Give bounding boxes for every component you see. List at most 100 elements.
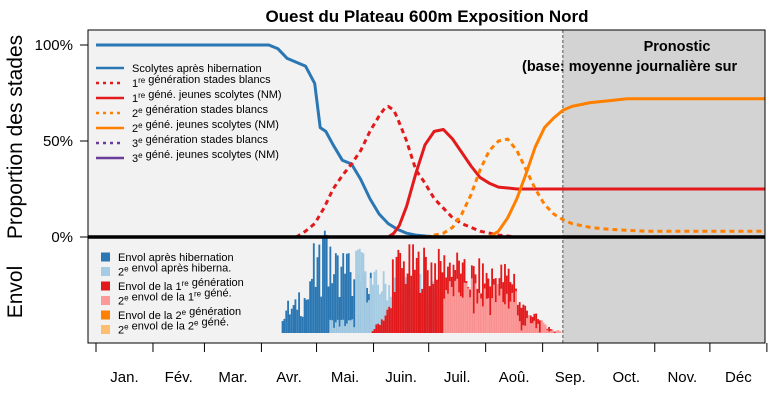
bar-hibernation [301, 316, 304, 333]
legend-label: 1re génération stades blancs [132, 74, 271, 90]
bar-generation-1-2 [485, 298, 488, 333]
bar-generation-1-2 [450, 287, 453, 333]
bar-hibernation [325, 234, 328, 333]
bar-hibernation [331, 283, 334, 333]
bar-generation-1 [481, 263, 484, 333]
y-axis-label-top: Proportion des stades [4, 35, 27, 239]
bar-hibernation [314, 286, 317, 333]
bar-hibernation-2 [379, 294, 381, 333]
bar-generation-1-2 [459, 296, 462, 333]
bar-hibernation [345, 253, 348, 333]
bar-hibernation [342, 253, 345, 333]
bar-hibernation-2 [340, 319, 343, 333]
bar-generation-1-2 [461, 297, 464, 333]
bar-generation-1 [421, 288, 424, 333]
bar-hibernation [327, 286, 330, 333]
bar-hibernation-2 [366, 302, 369, 333]
legend-label: 2e géné. jeunes scolytes (NM) [132, 119, 279, 135]
bar-generation-1 [548, 327, 550, 333]
bar-generation-1-2 [522, 325, 525, 333]
bar-hibernation-2 [329, 319, 332, 333]
bar-generation-1-2 [505, 293, 508, 333]
bar-generation-1-2 [516, 315, 519, 333]
legend-label: Envol de la 1re génération [118, 277, 244, 293]
bar-generation-1 [423, 247, 426, 333]
bar-hibernation-2 [382, 271, 385, 333]
bar-hibernation [307, 299, 310, 333]
legend-swatch [101, 310, 110, 320]
bar-hibernation-2 [360, 251, 363, 333]
bar-hibernation [318, 244, 321, 333]
bar-generation-1-2 [502, 302, 505, 333]
bar-generation-1-2 [544, 324, 547, 333]
bar-generation-1-2 [538, 332, 541, 333]
bar-generation-1 [375, 324, 378, 333]
legend-label: 1re géné. jeunes scolytes (NM) [132, 89, 282, 105]
bar-hibernation [333, 274, 335, 333]
bar-generation-1 [371, 331, 374, 333]
bar-generation-1 [415, 257, 418, 333]
bar-generation-1-2 [470, 278, 473, 333]
bar-generation-1-2 [465, 283, 468, 333]
bar-hibernation [316, 257, 319, 333]
bar-hibernation-2 [373, 271, 376, 333]
bar-generation-1 [404, 283, 407, 333]
bar-generation-1 [518, 302, 521, 333]
legend-label: Scolytes après hibernation [132, 63, 262, 75]
bar-hibernation [334, 253, 337, 333]
series-line [278, 104, 536, 239]
bar-generation-1 [395, 256, 398, 333]
bar-generation-1 [472, 266, 475, 333]
bar-generation-1-2 [481, 306, 484, 333]
bar-generation-1 [390, 308, 392, 333]
x-tick-label: Oct. [613, 369, 641, 386]
bar-hibernation-2 [344, 326, 346, 333]
x-tick-label: Juin. [385, 369, 417, 386]
bar-hibernation [344, 273, 346, 333]
bar-hibernation-2 [355, 250, 357, 333]
bar-hibernation [287, 300, 289, 333]
bar-generation-1-2 [533, 320, 536, 333]
legend-label: 3e géné. jeunes scolytes (NM) [132, 149, 279, 165]
bar-generation-1 [419, 292, 422, 333]
bar-hibernation [320, 296, 323, 333]
bar-generation-1-2 [463, 282, 466, 333]
bar-generation-1 [393, 291, 396, 333]
series-line [369, 128, 765, 239]
bar-generation-1-2 [469, 297, 471, 333]
bar-generation-1-2 [520, 330, 523, 333]
bar-hibernation [311, 278, 313, 333]
bar-generation-1 [436, 279, 438, 333]
legend-swatch [101, 252, 110, 262]
bar-hibernation [322, 237, 324, 333]
bar-hibernation [281, 321, 284, 333]
x-tick-label: Jan. [110, 369, 138, 386]
bar-generation-1 [380, 319, 383, 333]
bar-generation-1-2 [452, 296, 455, 333]
bar-hibernation-2 [375, 269, 378, 333]
bar-generation-1 [443, 255, 446, 333]
legend-label: Envol de la 2e génération [118, 306, 241, 322]
bar-hibernation [294, 299, 297, 333]
bar-generation-1-2 [448, 281, 451, 333]
legend-label: 2e envol de la 2e géné. [118, 317, 229, 337]
bar-hibernation-2 [351, 319, 354, 333]
bar-generation-1 [379, 324, 381, 333]
bar-generation-1 [489, 286, 492, 333]
bar-generation-1 [538, 320, 541, 333]
bar-generation-1-2 [458, 292, 460, 333]
chart-title: Ouest du Plateau 600m Exposition Nord [265, 7, 588, 26]
bar-hibernation-2 [380, 291, 383, 333]
legend-label: 2e envol après hiberna. [118, 263, 231, 279]
bar-generation-1 [406, 273, 409, 333]
bar-generation-1-2 [549, 330, 552, 333]
bar-generation-1-2 [476, 303, 479, 333]
bar-generation-1-2 [483, 288, 486, 333]
bar-hibernation [329, 246, 332, 333]
bar-generation-1 [430, 262, 433, 333]
bar-generation-1-2 [478, 292, 481, 333]
bar-generation-1 [384, 315, 387, 333]
bar-hibernation [303, 298, 306, 333]
bar-generation-1-2 [487, 298, 490, 333]
x-tick-label: Fév. [165, 369, 193, 386]
